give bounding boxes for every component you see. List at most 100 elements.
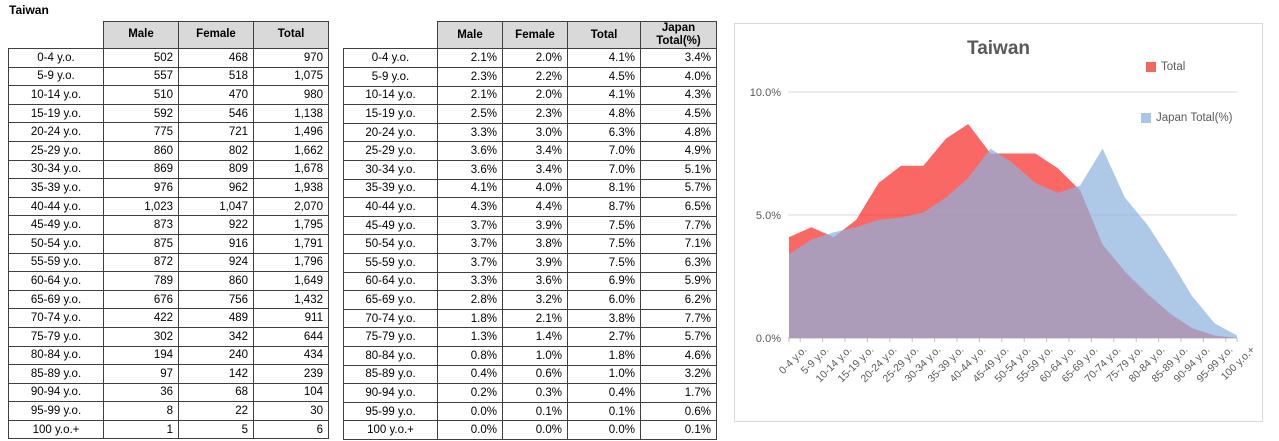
value-cell[interactable]: 2.0% [502, 48, 568, 69]
header-cell[interactable]: Total [567, 20, 641, 50]
value-cell[interactable]: 5.9% [640, 271, 717, 292]
value-cell[interactable]: 3.2% [640, 364, 717, 385]
value-cell[interactable]: 970 [253, 48, 329, 68]
age-group-cell[interactable]: 0-4 y.o. [8, 48, 104, 68]
value-cell[interactable]: 546 [178, 103, 254, 124]
age-group-cell[interactable]: 40-44 y.o. [8, 196, 104, 217]
value-cell[interactable]: 3.0% [502, 122, 568, 143]
age-group-cell[interactable]: 60-64 y.o. [8, 271, 104, 291]
value-cell[interactable]: 2,070 [253, 196, 329, 217]
value-cell[interactable]: 3.3% [437, 271, 503, 292]
value-cell[interactable]: 6.0% [567, 290, 641, 310]
value-cell[interactable]: 1 [103, 419, 179, 440]
value-cell[interactable]: 7.7% [640, 215, 717, 236]
age-group-cell[interactable]: 30-34 y.o. [8, 159, 104, 180]
age-group-cell[interactable]: 10-14 y.o. [343, 85, 438, 106]
value-cell[interactable]: 30 [253, 401, 329, 421]
value-cell[interactable]: 8.7% [567, 197, 641, 217]
value-cell[interactable]: 911 [253, 308, 329, 328]
value-cell[interactable]: 775 [103, 122, 179, 142]
value-cell[interactable]: 802 [178, 140, 254, 161]
age-group-cell[interactable]: 65-69 y.o. [343, 290, 438, 310]
value-cell[interactable]: 5 [178, 419, 254, 440]
value-cell[interactable]: 0.8% [437, 345, 503, 366]
age-group-cell[interactable]: 90-94 y.o. [343, 383, 438, 403]
age-group-cell[interactable]: 95-99 y.o. [343, 401, 438, 422]
value-cell[interactable]: 7.7% [640, 308, 717, 329]
value-cell[interactable]: 3.7% [437, 215, 503, 236]
value-cell[interactable]: 0.6% [640, 401, 717, 422]
value-cell[interactable]: 3.6% [437, 160, 503, 180]
value-cell[interactable]: 2.1% [437, 85, 503, 106]
value-cell[interactable]: 6 [253, 419, 329, 440]
value-cell[interactable]: 592 [103, 103, 179, 124]
value-cell[interactable]: 97 [103, 364, 179, 384]
legend-item[interactable]: Japan Total(%) [1141, 112, 1233, 124]
value-cell[interactable]: 1.0% [502, 345, 568, 366]
age-group-cell[interactable]: 30-34 y.o. [343, 160, 438, 180]
value-cell[interactable]: 4.0% [502, 178, 568, 199]
value-cell[interactable]: 7.5% [567, 215, 641, 236]
value-cell[interactable]: 0.1% [502, 401, 568, 422]
value-cell[interactable]: 1.8% [437, 308, 503, 329]
value-cell[interactable]: 789 [103, 271, 179, 291]
age-group-cell[interactable]: 100 y.o.+ [343, 420, 438, 440]
value-cell[interactable]: 1,662 [253, 140, 329, 161]
value-cell[interactable]: 4.5% [640, 104, 717, 124]
value-cell[interactable]: 1,795 [253, 215, 329, 235]
age-group-cell[interactable]: 45-49 y.o. [343, 215, 438, 236]
value-cell[interactable]: 434 [253, 345, 329, 366]
value-cell[interactable]: 0.0% [502, 420, 568, 440]
age-group-cell[interactable]: 20-24 y.o. [8, 122, 104, 142]
value-cell[interactable]: 468 [178, 48, 254, 68]
chart-plot-area[interactable]: 0.0% 5.0% 10.0% [735, 24, 1262, 421]
age-group-cell[interactable]: 5-9 y.o. [343, 67, 438, 87]
value-cell[interactable]: 0.0% [437, 401, 503, 422]
age-group-cell[interactable]: 25-29 y.o. [8, 140, 104, 161]
value-cell[interactable]: 976 [103, 178, 179, 198]
value-cell[interactable]: 1,496 [253, 122, 329, 142]
header-cell[interactable]: Total [253, 21, 329, 49]
value-cell[interactable]: 6.3% [567, 122, 641, 143]
header-cell[interactable]: Male [103, 21, 179, 49]
value-cell[interactable]: 3.9% [502, 215, 568, 236]
value-cell[interactable]: 872 [103, 252, 179, 273]
value-cell[interactable]: 2.0% [502, 85, 568, 106]
value-cell[interactable]: 3.9% [502, 252, 568, 273]
value-cell[interactable]: 342 [178, 326, 254, 347]
header-cell[interactable]: Female [178, 21, 254, 49]
value-cell[interactable]: 1.4% [502, 327, 568, 347]
age-group-cell[interactable]: 80-84 y.o. [8, 345, 104, 366]
area-chart-panel[interactable]: Taiwan 0.0% 5.0% 10.0% Total Japan Total(%) 0… [734, 23, 1263, 422]
value-cell[interactable]: 2.1% [437, 48, 503, 69]
value-cell[interactable]: 980 [253, 85, 329, 105]
value-cell[interactable]: 676 [103, 289, 179, 310]
age-group-cell[interactable]: 100 y.o.+ [8, 419, 104, 440]
value-cell[interactable]: 3.7% [437, 252, 503, 273]
value-cell[interactable]: 4.8% [640, 122, 717, 143]
value-cell[interactable]: 142 [178, 364, 254, 384]
age-group-cell[interactable]: 80-84 y.o. [343, 345, 438, 366]
value-cell[interactable]: 875 [103, 233, 179, 254]
value-cell[interactable]: 4.3% [437, 197, 503, 217]
value-cell[interactable]: 3.2% [502, 290, 568, 310]
value-cell[interactable]: 1.7% [640, 383, 717, 403]
value-cell[interactable]: 922 [178, 215, 254, 235]
age-group-cell[interactable]: 95-99 y.o. [8, 401, 104, 421]
age-group-cell[interactable]: 60-64 y.o. [343, 271, 438, 292]
age-group-cell[interactable]: 10-14 y.o. [8, 85, 104, 105]
value-cell[interactable]: 22 [178, 401, 254, 421]
value-cell[interactable]: 0.4% [567, 383, 641, 403]
value-cell[interactable]: 3.4% [502, 160, 568, 180]
value-cell[interactable]: 924 [178, 252, 254, 273]
value-cell[interactable]: 502 [103, 48, 179, 68]
value-cell[interactable]: 4.5% [567, 67, 641, 87]
value-cell[interactable]: 6.9% [567, 271, 641, 292]
value-cell[interactable]: 1,432 [253, 289, 329, 310]
value-cell[interactable]: 3.4% [502, 141, 568, 161]
age-group-cell[interactable]: 70-74 y.o. [8, 308, 104, 328]
value-cell[interactable]: 1,678 [253, 159, 329, 180]
value-cell[interactable]: 1,791 [253, 233, 329, 254]
value-cell[interactable]: 1,938 [253, 178, 329, 198]
value-cell[interactable]: 5.7% [640, 327, 717, 347]
